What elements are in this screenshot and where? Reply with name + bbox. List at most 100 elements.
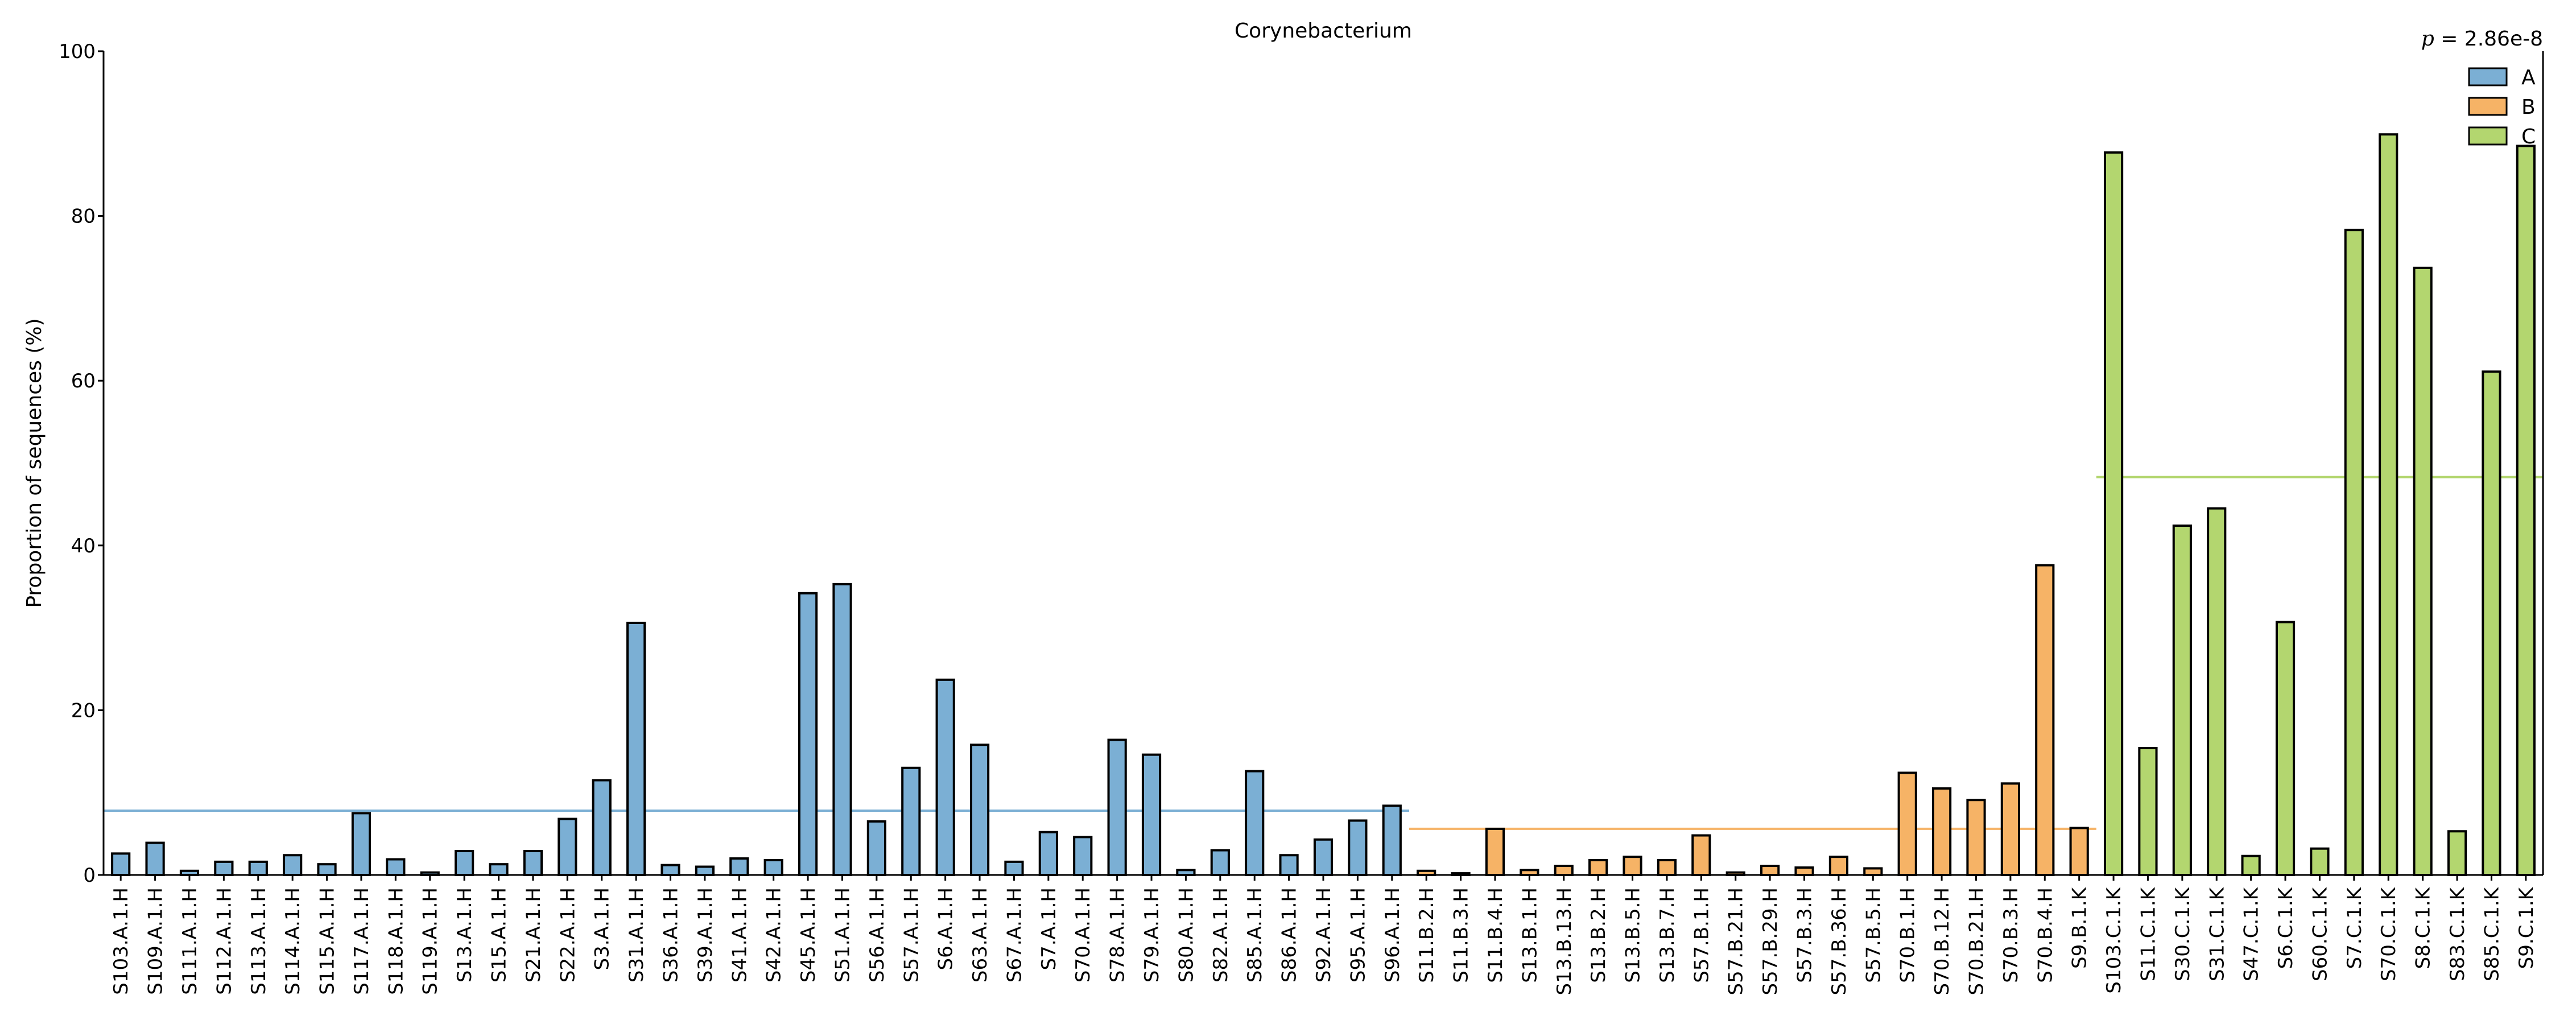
x-tick-label: S13.B.5.H — [1622, 887, 1645, 983]
x-tick-label: S21.A.1.H — [522, 887, 545, 982]
y-tick-label: 60 — [71, 370, 96, 393]
bar-S6.A.1.H — [935, 678, 955, 876]
x-tick-label: S13.B.13.H — [1553, 887, 1576, 995]
x-tick-label: S117.A.1.H — [350, 887, 373, 995]
x-tick-label: S109.A.1.H — [145, 887, 167, 995]
bar-S57.B.36.H — [1828, 856, 1849, 877]
x-tick-label: S92.A.1.H — [1312, 887, 1335, 982]
p-value-annotation: p = 2.86e-8 — [2421, 27, 2543, 51]
bar-S118.A.1.H — [386, 858, 406, 877]
bar-S11.C.1.K — [2138, 747, 2158, 877]
legend-label-c: C — [2521, 125, 2536, 148]
x-tick-label: S70.B.1.H — [1897, 887, 1919, 983]
bar-S79.A.1.H — [1141, 753, 1162, 877]
legend: ABC — [2468, 66, 2536, 148]
x-tick-label: S8.C.1.K — [2412, 886, 2435, 969]
x-tick-label: S30.C.1.K — [2172, 886, 2194, 981]
x-tick-label: S7.A.1.H — [1038, 887, 1060, 971]
x-tick-label: S7.C.1.K — [2343, 886, 2366, 969]
x-tick-label: S13.B.2.H — [1587, 887, 1610, 983]
bar-S8.C.1.K — [2413, 266, 2433, 877]
x-tick-label: S118.A.1.H — [385, 887, 407, 995]
axes: 0 20 40 60 80 100 — [59, 40, 2544, 887]
bar-S70.C.1.K — [2379, 133, 2399, 876]
x-tick-label: S13.A.1.H — [453, 887, 476, 982]
legend-swatch-b — [2468, 97, 2508, 116]
bar-S7.A.1.H — [1038, 831, 1058, 876]
bar-S6.C.1.K — [2275, 621, 2296, 876]
x-tick-label: S9.B.1.K — [2069, 886, 2091, 969]
bar-S13.B.5.H — [1623, 856, 1642, 877]
bar-S95.A.1.H — [1348, 819, 1368, 877]
bar-S41.A.1.H — [729, 857, 749, 877]
x-tick-label: S6.A.1.H — [935, 887, 957, 971]
x-tick-label: S60.C.1.K — [2309, 886, 2331, 981]
bar-S45.A.1.H — [798, 592, 818, 877]
x-tick-label: S70.B.3.H — [2000, 887, 2022, 983]
x-tick-label: S112.A.1.H — [213, 887, 236, 995]
x-tick-labels: S103.A.1.H S109.A.1.H S111.A.1.H S112.A.1.H… — [110, 875, 2538, 995]
bar-S70.B.12.H — [1932, 787, 1952, 876]
x-tick-label: S22.A.1.H — [556, 887, 579, 982]
bar-S83.C.1.K — [2447, 830, 2467, 876]
x-tick-label: S47.C.1.K — [2240, 886, 2263, 981]
x-tick-label: S11.B.3.H — [1450, 887, 1473, 983]
x-tick-label: S57.B.36.H — [1828, 887, 1851, 995]
y-axis-label: Proportion of sequences (%) — [23, 318, 46, 608]
bar-S57.B.1.H — [1691, 834, 1711, 876]
x-tick-label: S51.A.1.H — [831, 887, 854, 982]
x-tick-label: S13.B.7.H — [1656, 887, 1679, 983]
legend-label-b: B — [2521, 96, 2536, 119]
bar-S70.A.1.H — [1073, 836, 1093, 876]
bar-S15.A.1.H — [489, 863, 509, 877]
x-tick-label: S80.A.1.H — [1175, 887, 1198, 982]
x-tick-label: S57.B.3.H — [1794, 887, 1817, 983]
bar-S85.C.1.K — [2482, 370, 2501, 876]
x-tick-label: S41.A.1.H — [728, 887, 751, 982]
p-value-text: = 2.86e-8 — [2434, 27, 2543, 51]
x-tick-label: S63.A.1.H — [969, 887, 992, 982]
bars — [111, 133, 2536, 877]
x-tick-label: S70.B.21.H — [1965, 887, 1988, 995]
x-tick-label: S113.A.1.H — [247, 887, 270, 995]
bar-S67.A.1.H — [1004, 860, 1024, 877]
x-tick-label: S31.C.1.K — [2206, 886, 2228, 981]
x-tick-label: S70.B.4.H — [2034, 887, 2057, 983]
x-tick-label: S31.A.1.H — [625, 887, 648, 982]
x-tick-label: S70.A.1.H — [1072, 887, 1095, 982]
bar-S70.B.1.H — [1897, 771, 1917, 876]
bar-S78.A.1.H — [1107, 738, 1127, 876]
bar-S9.C.1.K — [2516, 144, 2536, 876]
bar-S57.B.29.H — [1760, 865, 1780, 877]
bar-S13.A.1.H — [455, 850, 474, 877]
bar-S31.C.1.K — [2207, 507, 2227, 876]
x-tick-label: S56.A.1.H — [866, 887, 889, 982]
x-tick-label: S86.A.1.H — [1278, 887, 1301, 982]
bar-S56.A.1.H — [866, 820, 886, 877]
x-tick-label: S83.C.1.K — [2446, 886, 2469, 981]
bar-S70.B.4.H — [2035, 564, 2055, 876]
x-tick-label: S82.A.1.H — [1209, 887, 1232, 982]
bar-S63.A.1.H — [969, 744, 990, 876]
chart-title: Corynebacterium — [1235, 19, 1412, 43]
legend-swatch-c — [2468, 126, 2508, 146]
bar-S30.C.1.K — [2172, 525, 2192, 876]
x-tick-label: S70.B.12.H — [1931, 887, 1954, 995]
x-tick-label: S70.C.1.K — [2377, 886, 2400, 981]
x-tick-label: S119.A.1.H — [419, 887, 442, 995]
bar-S60.C.1.K — [2310, 847, 2330, 876]
bar-S57.A.1.H — [901, 766, 921, 877]
p-value-symbol: p — [2421, 27, 2434, 51]
bar-S13.B.2.H — [1588, 858, 1608, 877]
x-tick-label: S103.C.1.K — [2103, 886, 2125, 993]
bar-S3.A.1.H — [592, 779, 612, 876]
x-tick-label: S11.C.1.K — [2137, 886, 2160, 981]
bar-S7.C.1.K — [2344, 229, 2364, 877]
bar-S103.C.1.K — [2103, 151, 2124, 876]
x-tick-label: S78.A.1.H — [1107, 887, 1129, 982]
x-tick-label: S96.A.1.H — [1381, 887, 1404, 982]
bar-S113.A.1.H — [248, 860, 268, 877]
x-tick-label: S85.A.1.H — [1244, 887, 1266, 982]
bar-S57.B.5.H — [1863, 867, 1883, 877]
bar-S112.A.1.H — [214, 860, 234, 877]
